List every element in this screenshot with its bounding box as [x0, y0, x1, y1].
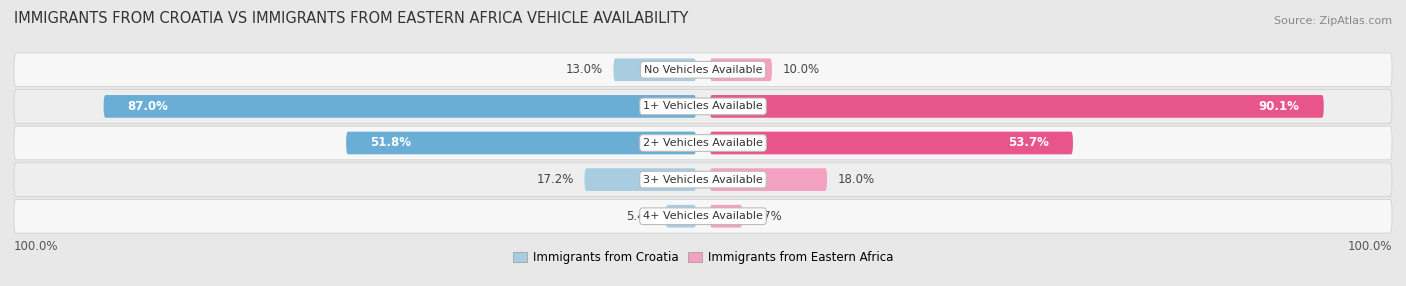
FancyBboxPatch shape — [585, 168, 696, 191]
FancyBboxPatch shape — [14, 90, 1392, 123]
FancyBboxPatch shape — [710, 132, 1073, 154]
FancyBboxPatch shape — [14, 199, 1392, 233]
Text: 4+ Vehicles Available: 4+ Vehicles Available — [643, 211, 763, 221]
Text: 13.0%: 13.0% — [567, 63, 603, 76]
Text: 2+ Vehicles Available: 2+ Vehicles Available — [643, 138, 763, 148]
Text: 53.7%: 53.7% — [1008, 136, 1049, 150]
FancyBboxPatch shape — [710, 168, 827, 191]
FancyBboxPatch shape — [346, 132, 696, 154]
FancyBboxPatch shape — [710, 205, 742, 228]
Text: 100.0%: 100.0% — [14, 240, 59, 253]
Text: 5.4%: 5.4% — [626, 210, 655, 223]
Text: IMMIGRANTS FROM CROATIA VS IMMIGRANTS FROM EASTERN AFRICA VEHICLE AVAILABILITY: IMMIGRANTS FROM CROATIA VS IMMIGRANTS FR… — [14, 11, 689, 26]
FancyBboxPatch shape — [14, 53, 1392, 87]
Text: 100.0%: 100.0% — [1347, 240, 1392, 253]
FancyBboxPatch shape — [14, 163, 1392, 196]
Text: 5.7%: 5.7% — [752, 210, 782, 223]
FancyBboxPatch shape — [14, 126, 1392, 160]
Text: Source: ZipAtlas.com: Source: ZipAtlas.com — [1274, 16, 1392, 26]
FancyBboxPatch shape — [613, 58, 696, 81]
Text: 90.1%: 90.1% — [1258, 100, 1299, 113]
Text: 18.0%: 18.0% — [838, 173, 875, 186]
Text: 3+ Vehicles Available: 3+ Vehicles Available — [643, 175, 763, 184]
FancyBboxPatch shape — [710, 58, 772, 81]
Legend: Immigrants from Croatia, Immigrants from Eastern Africa: Immigrants from Croatia, Immigrants from… — [508, 247, 898, 269]
FancyBboxPatch shape — [104, 95, 696, 118]
FancyBboxPatch shape — [666, 205, 696, 228]
Text: 17.2%: 17.2% — [537, 173, 574, 186]
FancyBboxPatch shape — [710, 95, 1323, 118]
Text: 1+ Vehicles Available: 1+ Vehicles Available — [643, 102, 763, 111]
Text: 51.8%: 51.8% — [370, 136, 411, 150]
Text: 10.0%: 10.0% — [782, 63, 820, 76]
Text: No Vehicles Available: No Vehicles Available — [644, 65, 762, 75]
Text: 87.0%: 87.0% — [128, 100, 169, 113]
